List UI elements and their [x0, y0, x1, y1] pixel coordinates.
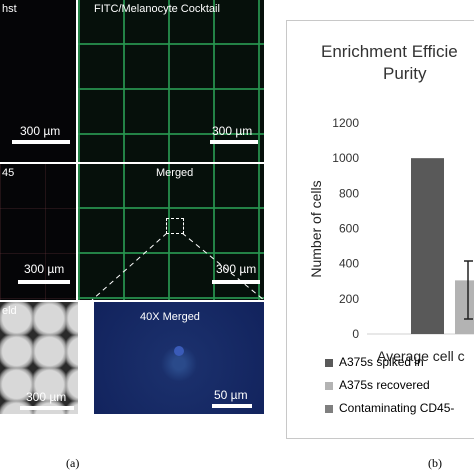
panel-label: hst	[2, 3, 17, 15]
hoechst-panel: hst 300 µm	[0, 0, 76, 162]
panel-label: Merged	[156, 167, 194, 179]
scale-label: 300 µm	[212, 124, 253, 138]
legend-label: A375s spiked in	[339, 355, 424, 369]
y-tick-label: 1200	[332, 116, 359, 130]
fitc-panel: FITC/Melanocyte Cocktail 300 µm	[78, 0, 264, 162]
scale-bar	[212, 404, 252, 408]
40x-merged-panel: 40X Merged 50 µm	[94, 302, 264, 414]
panel-label: eld	[2, 305, 17, 317]
chart-title-line2: Purity	[383, 64, 427, 83]
scale-label: 300 µm	[26, 390, 67, 404]
legend-swatch	[325, 405, 333, 413]
zoom-box	[166, 218, 184, 234]
cell-spot	[174, 346, 184, 356]
legend-label: Contaminating CD45-	[339, 401, 455, 415]
scale-bar	[20, 406, 74, 410]
scale-label: 300 µm	[24, 262, 65, 276]
zoom-lines	[91, 232, 264, 300]
chart-title-line1: Enrichment Efficie	[321, 42, 458, 61]
bar-chart: 0 200 400 600 800 1000 1200 Number of cells Aver…	[308, 116, 474, 364]
bar-1	[411, 158, 444, 334]
legend-label: A375s recovered	[339, 378, 430, 392]
legend: A375s spiked in A375s recovered Contamin…	[325, 355, 474, 435]
scale-label: 50 µm	[214, 388, 248, 402]
y-tick-label: 800	[339, 186, 359, 200]
y-tick-label: 0	[352, 327, 359, 341]
chart-container: Enrichment Efficie Purity 0 200 400 600 800 1…	[286, 20, 474, 439]
y-tick-label: 1000	[332, 151, 359, 165]
panel-label: 45	[2, 167, 15, 179]
y-tick-label: 600	[339, 222, 359, 236]
scale-bar	[18, 280, 70, 284]
x-category-label: Average cell c	[377, 348, 465, 364]
scale-label: 300 µm	[216, 262, 257, 276]
panel-label: FITC/Melanocyte Cocktail	[94, 3, 220, 15]
scale-bar	[212, 280, 260, 284]
scale-label: 300 µm	[20, 124, 61, 138]
caption-a: (a)	[66, 456, 80, 470]
bar-2	[455, 280, 474, 334]
brightfield-panel: eld 300 µm	[0, 302, 78, 414]
caption-b: (b)	[428, 456, 442, 470]
panel-label: 40X Merged	[140, 311, 200, 323]
y-tick-label: 400	[339, 257, 359, 271]
legend-swatch	[325, 359, 333, 367]
y-axis-label: Number of cells	[308, 180, 324, 277]
cd45-panel: 45 300 µm	[0, 164, 76, 300]
merged-panel: Merged 300 µm	[78, 164, 264, 300]
scale-bar	[210, 140, 258, 144]
scale-bar	[12, 140, 70, 144]
y-tick-label: 200	[339, 292, 359, 306]
legend-swatch	[325, 382, 333, 390]
error-bar	[464, 260, 473, 320]
